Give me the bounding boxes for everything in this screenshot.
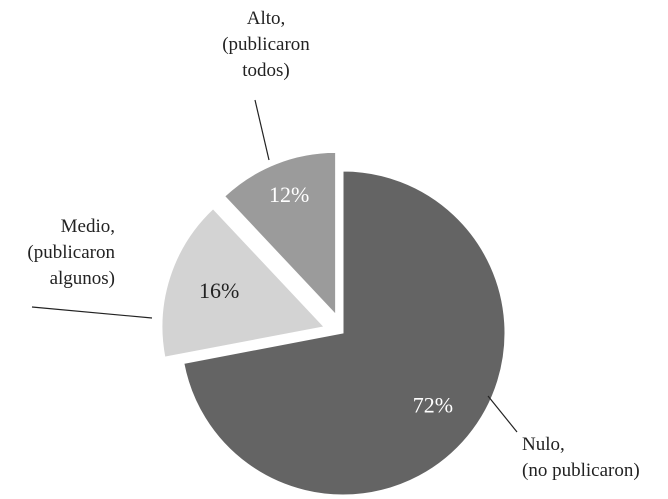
leader-line	[254, 99, 270, 161]
slice-label-line: (publicaron	[27, 242, 115, 263]
slice-label: Nulo, (no publicaron)	[522, 434, 640, 481]
value-label: 72%	[413, 392, 453, 417]
leader-line	[487, 395, 518, 433]
slice-label-line: (no publicaron)	[522, 460, 640, 481]
slice-label-line: (publicaron	[222, 34, 310, 55]
slice-label: Alto, (publicaron todos)	[222, 8, 310, 81]
pie-slice	[161, 208, 325, 358]
slice-label-line: Alto,	[247, 8, 286, 29]
slice-label-line: Nulo,	[522, 434, 565, 455]
slice-label-line: todos)	[242, 60, 290, 81]
slice-label-line: Medio,	[61, 216, 115, 237]
leader-line	[31, 306, 153, 319]
slice-label-line: algunos)	[50, 268, 115, 289]
pie-slice	[183, 170, 506, 496]
pie-slice	[224, 151, 337, 316]
value-label: 16%	[199, 278, 239, 303]
slice-label: Medio, (publicaron algunos)	[27, 216, 115, 289]
value-label: 12%	[269, 182, 309, 207]
